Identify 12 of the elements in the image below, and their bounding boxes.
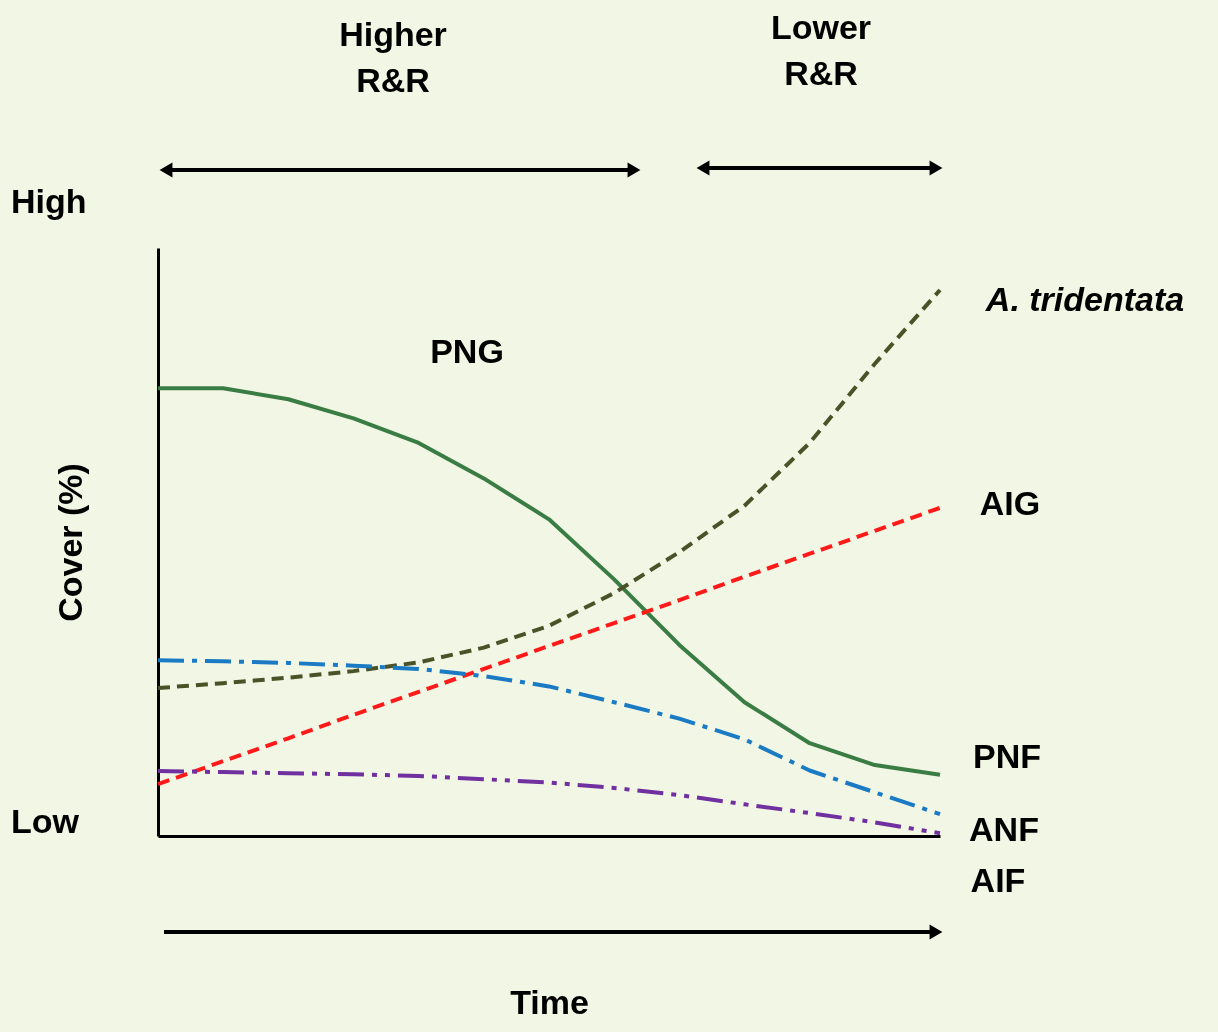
text: ANF (969, 810, 1039, 848)
text: Higher R&R (339, 15, 447, 99)
text: AIF (970, 861, 1026, 899)
y-axis-title: Cover (%) (50, 463, 89, 622)
text: A. tridentata (984, 280, 1185, 318)
text: PNF (973, 737, 1041, 775)
text: High (11, 182, 87, 220)
text: AIG (979, 484, 1041, 522)
annotation: PNG (430, 332, 504, 370)
text: Lower R&R (770, 8, 872, 92)
x-axis-title: Time (510, 982, 589, 1021)
text: Low (11, 802, 80, 840)
